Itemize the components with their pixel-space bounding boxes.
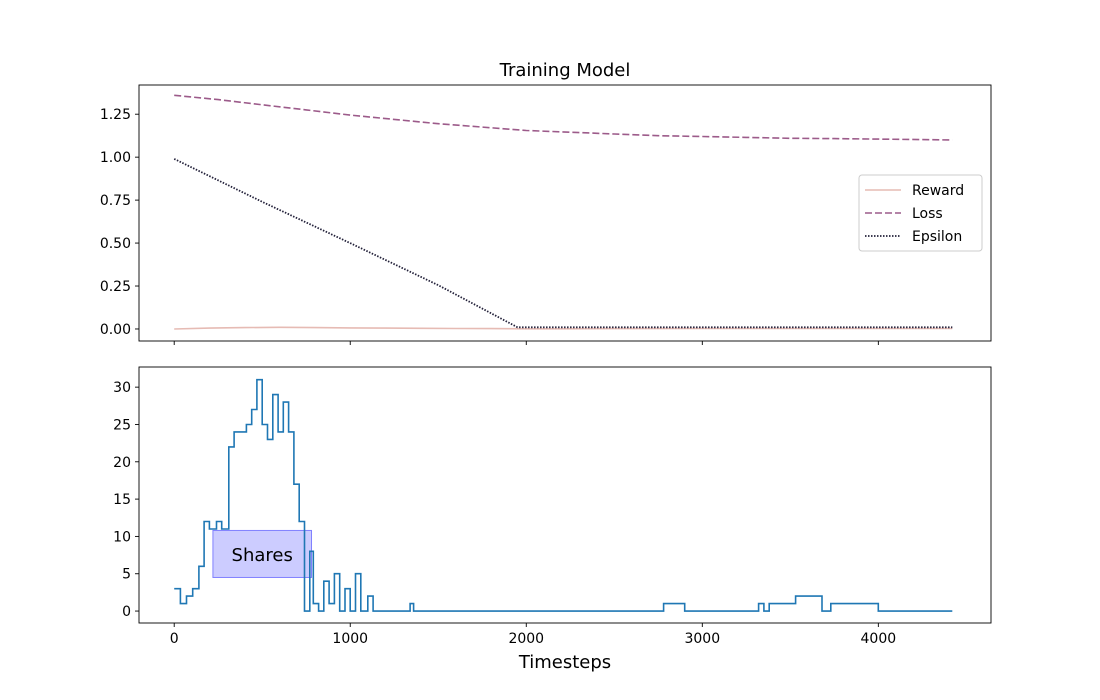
x-tick-label: 0 xyxy=(170,631,179,647)
y-tick-label: 1.25 xyxy=(100,107,131,123)
y-tick-label: 10 xyxy=(113,529,131,545)
legend-box xyxy=(858,174,983,252)
legend-label-reward: Reward xyxy=(912,183,964,199)
axes-frame xyxy=(138,366,992,624)
shares-annotation-box xyxy=(212,529,313,578)
x-tick-label: 3000 xyxy=(684,631,720,647)
axes-frame xyxy=(138,84,992,342)
legend: Reward Loss Epsilon xyxy=(858,174,983,252)
y-tick-label: 0.75 xyxy=(100,193,131,209)
y-tick-label: 0 xyxy=(122,604,131,620)
y-tick-label: 30 xyxy=(113,380,131,396)
top-panel: Training Model 0.000.250.500.751.001.25 … xyxy=(100,60,992,345)
series-line-loss xyxy=(174,94,953,141)
y-tick-label: 25 xyxy=(113,417,131,433)
chart-title: Training Model xyxy=(499,60,631,81)
legend-label-epsilon: Epsilon xyxy=(912,229,962,245)
x-tick-label: 2000 xyxy=(508,631,544,647)
x-tick-label: 4000 xyxy=(861,631,897,647)
y-tick-label: 5 xyxy=(122,567,131,583)
series-line-epsilon xyxy=(173,158,953,329)
bottom-panel: Shares 0 1000 2000 3000 4000 0 5 10 15 20 25 30 Tim… xyxy=(113,366,992,673)
legend-label-loss: Loss xyxy=(912,206,943,222)
shares-annotation-label: Shares xyxy=(232,545,293,566)
y-tick-label: 20 xyxy=(113,455,131,471)
y-tick-label: 0.50 xyxy=(100,236,131,252)
y-tick-label: 1.00 xyxy=(100,150,131,166)
shares-step-line xyxy=(174,378,953,612)
x-tick-label: 1000 xyxy=(332,631,368,647)
y-tick-label: 0.00 xyxy=(100,322,131,338)
y-tick-label: 15 xyxy=(113,492,131,508)
y-tick-label: 0.25 xyxy=(100,279,131,295)
series-line-reward xyxy=(174,326,953,330)
x-axis-label: Timesteps xyxy=(518,652,611,673)
